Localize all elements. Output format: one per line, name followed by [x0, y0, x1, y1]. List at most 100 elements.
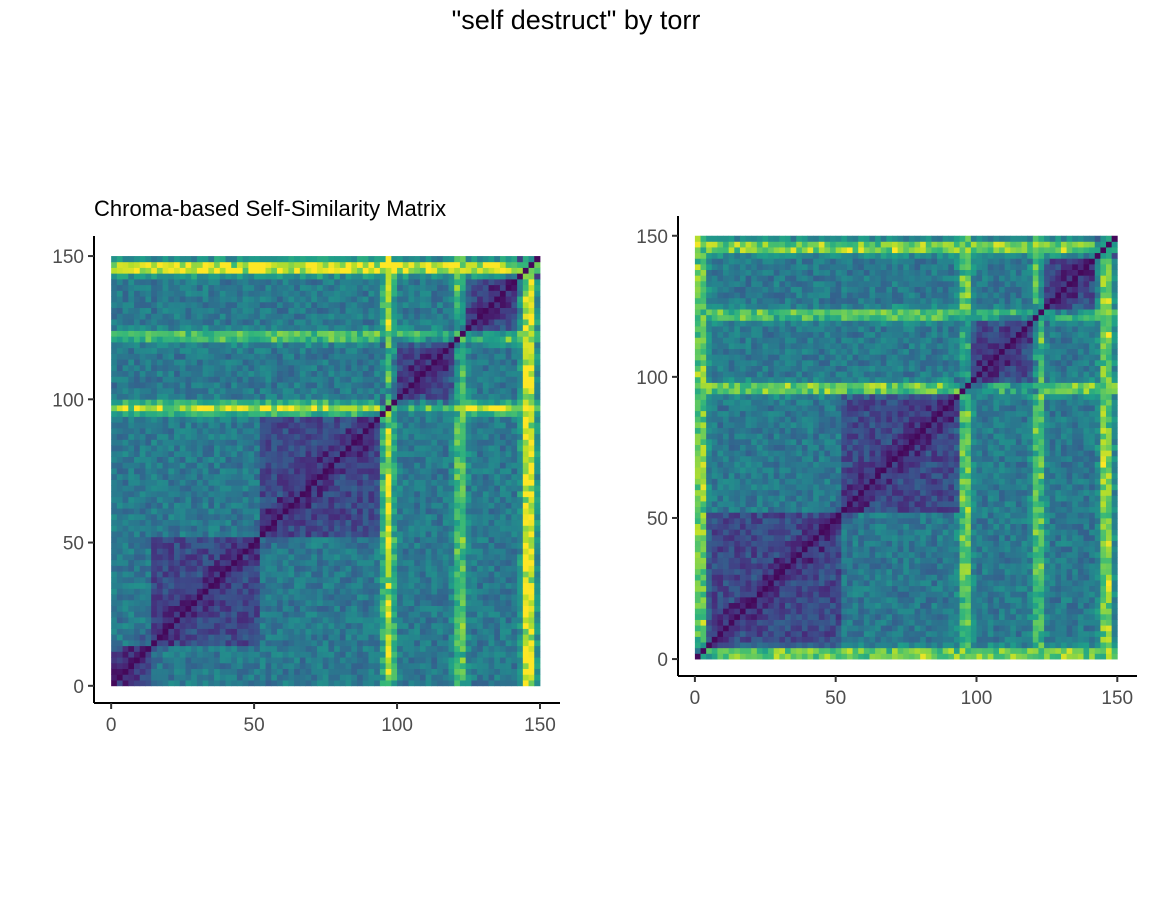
heatmap-cell	[351, 347, 358, 354]
heatmap-cell	[168, 594, 175, 601]
heatmap-cell	[174, 462, 181, 469]
heatmap-cell	[225, 531, 232, 538]
heatmap-cell	[276, 410, 284, 417]
heatmap-cell	[379, 674, 387, 681]
heatmap-cell	[397, 582, 404, 589]
heatmap-cell	[305, 588, 312, 595]
heatmap-cell	[408, 353, 415, 360]
heatmap-cell	[156, 393, 164, 400]
heatmap-cell	[294, 508, 301, 515]
heatmap-cell	[437, 639, 444, 647]
heatmap-cell	[311, 519, 318, 526]
heatmap-cell	[454, 554, 461, 561]
heatmap-cell	[145, 513, 152, 521]
heatmap-cell	[482, 450, 489, 458]
heatmap-cell	[145, 370, 152, 377]
heatmap-cell	[248, 336, 255, 343]
heatmap-cell	[368, 261, 375, 268]
heatmap-cell	[471, 559, 478, 566]
heatmap-cell	[339, 582, 346, 589]
heatmap-cell	[174, 336, 181, 343]
heatmap-cell	[471, 370, 478, 377]
heatmap-cell	[345, 399, 352, 406]
heatmap-cell	[339, 668, 346, 675]
heatmap-cell	[162, 634, 169, 641]
heatmap-cell	[437, 319, 444, 326]
heatmap-cell	[128, 427, 135, 435]
heatmap-cell	[362, 433, 369, 440]
heatmap-cell	[345, 565, 352, 572]
heatmap-cell	[202, 342, 209, 349]
heatmap-cell	[448, 588, 455, 595]
heatmap-cell	[196, 634, 204, 641]
heatmap-cell	[459, 611, 467, 618]
heatmap-cell	[174, 416, 181, 423]
heatmap-cell	[425, 399, 432, 406]
heatmap-cell	[414, 267, 421, 274]
heatmap-cell	[459, 319, 467, 326]
heatmap-cell	[442, 473, 449, 480]
heatmap-cell	[339, 645, 346, 652]
heatmap-cell	[111, 427, 118, 435]
heatmap-cell	[362, 680, 369, 687]
heatmap-cell	[448, 513, 455, 521]
heatmap-cell	[482, 594, 489, 601]
heatmap-cell	[482, 399, 489, 406]
heatmap-cell	[351, 490, 358, 498]
heatmap-cell	[448, 330, 455, 337]
heatmap-cell	[339, 290, 346, 297]
heatmap-cell	[459, 410, 467, 417]
heatmap-cell	[225, 410, 232, 417]
heatmap-cell	[122, 519, 129, 526]
heatmap-cell	[477, 387, 484, 394]
heatmap-cell	[305, 680, 312, 687]
heatmap-cell	[179, 468, 186, 475]
heatmap-cell	[236, 594, 244, 601]
heatmap-cell	[276, 645, 284, 652]
heatmap-cell	[202, 548, 209, 555]
heatmap-cell	[431, 256, 438, 263]
heatmap-cell	[482, 296, 489, 303]
heatmap-cell	[351, 307, 358, 314]
heatmap-cell	[219, 502, 226, 509]
heatmap-cell	[128, 559, 135, 566]
heatmap-cell	[459, 342, 467, 349]
heatmap-cell	[419, 405, 427, 412]
heatmap-cell	[128, 462, 135, 469]
heatmap-cell	[156, 559, 164, 566]
heatmap-cell	[185, 531, 192, 538]
heatmap-cell	[379, 313, 387, 320]
heatmap-cell	[288, 405, 295, 412]
heatmap-cell	[334, 634, 341, 641]
heatmap-cell	[419, 359, 427, 366]
heatmap-cell	[374, 376, 381, 383]
heatmap-cell	[311, 508, 318, 515]
heatmap-cell	[379, 536, 387, 543]
heatmap-cell	[379, 588, 387, 595]
heatmap-cell	[271, 496, 278, 503]
heatmap-cell	[305, 479, 312, 486]
heatmap-cell	[414, 468, 421, 475]
heatmap-cell	[122, 450, 129, 458]
heatmap-cell	[214, 611, 221, 618]
heatmap-cell	[122, 462, 129, 469]
heatmap-cell	[248, 651, 255, 658]
heatmap-cell	[111, 313, 118, 320]
heatmap-cell	[482, 490, 489, 498]
heatmap-cell	[391, 531, 398, 538]
heatmap-cell	[294, 496, 301, 503]
heatmap-cell	[368, 427, 375, 435]
heatmap-cell	[477, 284, 484, 291]
heatmap-cell	[368, 456, 375, 463]
heatmap-cell	[134, 347, 141, 354]
heatmap-cell	[408, 376, 415, 383]
heatmap-cell	[419, 628, 427, 635]
heatmap-cell	[134, 393, 141, 400]
heatmap-cell	[385, 284, 392, 291]
heatmap-cell	[442, 479, 449, 486]
heatmap-cell	[151, 278, 158, 286]
heatmap-cell	[219, 582, 226, 589]
heatmap-cell	[219, 496, 226, 503]
heatmap-cell	[139, 519, 146, 526]
heatmap-cell	[454, 278, 461, 286]
